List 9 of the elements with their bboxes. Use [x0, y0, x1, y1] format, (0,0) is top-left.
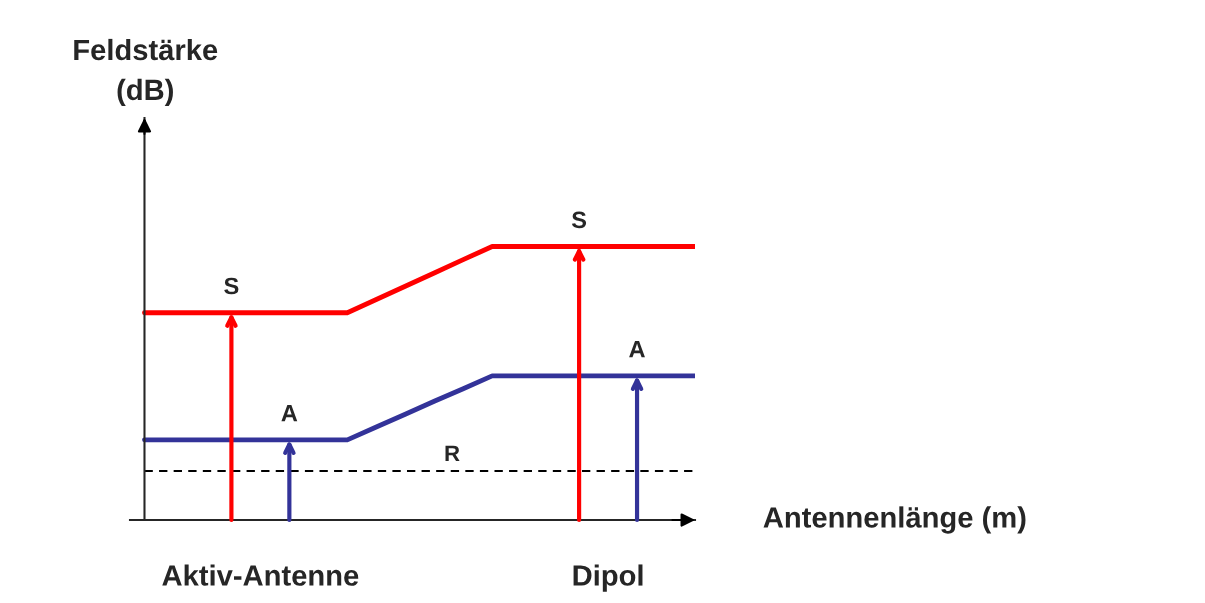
annotation: A — [281, 405, 298, 422]
annotation: S — [224, 277, 239, 295]
x-axis-title: Antennenlänge (m) — [763, 506, 1026, 534]
x-tick-label: Dipol — [573, 564, 643, 592]
annotation: A — [629, 341, 645, 358]
x-tick-label: Aktiv-Antenne — [162, 564, 359, 586]
y-axis-title: Feldstärke (dB) — [74, 38, 218, 106]
annotation: S — [571, 211, 587, 229]
ref-line-label: R — [445, 445, 460, 461]
